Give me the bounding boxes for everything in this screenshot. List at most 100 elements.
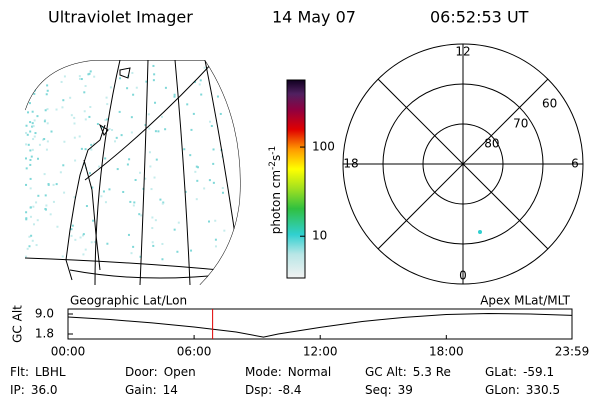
field-value: 5.3 Re <box>413 365 451 379</box>
emission-dot <box>120 134 123 137</box>
map-label: Geographic Lat/Lon <box>70 294 187 308</box>
emission-dot <box>127 233 130 236</box>
emission-dot <box>126 87 129 90</box>
emission-dot <box>140 214 143 217</box>
emission-dot <box>186 103 189 106</box>
emission-dot <box>194 80 197 83</box>
emission-dot <box>83 91 86 94</box>
emission-dot <box>70 114 73 117</box>
map-label: Apex MLat/MLT <box>480 294 570 308</box>
exponent: -2 <box>268 161 278 170</box>
emission-dot <box>198 83 201 86</box>
emission-dot <box>55 108 58 111</box>
emission-dot <box>33 119 36 122</box>
emission-dot <box>29 121 32 124</box>
emission-dot <box>46 108 49 111</box>
emission-dot <box>104 119 107 122</box>
emission-dot <box>118 110 121 113</box>
emission-dot <box>219 112 222 115</box>
colorbar-ticks: 10 100 <box>300 140 335 243</box>
emission-dot <box>209 60 212 63</box>
emission-dot <box>73 116 76 119</box>
emission-dot <box>152 244 155 247</box>
emission-dot <box>190 128 193 131</box>
emission-dot <box>51 60 54 63</box>
emission-dot <box>46 84 49 87</box>
emission-dot <box>33 92 36 95</box>
emission-dot <box>144 123 147 126</box>
emission-dot <box>91 186 94 189</box>
emission-dot <box>105 96 108 99</box>
status-field: GC Alt: 5.3 Re <box>365 365 451 379</box>
lat-ring <box>382 83 544 245</box>
emission-dot <box>84 85 87 88</box>
field-label: Seq: <box>365 383 392 397</box>
emission-dot <box>29 206 32 209</box>
emission-dot <box>31 148 34 151</box>
parallel <box>25 257 241 273</box>
emission-dot <box>25 255 28 258</box>
emission-dot <box>196 179 199 182</box>
emission-dot <box>26 247 29 250</box>
emission-dot <box>35 201 38 204</box>
emission-dot <box>131 71 134 74</box>
emission-dot <box>37 74 40 77</box>
emission-dot <box>478 230 482 234</box>
emission-dot <box>33 135 36 138</box>
emission-dot <box>88 172 91 175</box>
altitude-line <box>67 312 573 338</box>
exponent: -1 <box>268 146 278 155</box>
emission-dot <box>212 162 215 165</box>
emission-dot <box>173 95 176 98</box>
emission-dot <box>92 219 95 222</box>
emission-dot <box>184 190 187 193</box>
emission-dot <box>173 228 176 231</box>
emission-dot <box>26 133 29 136</box>
emission-dot <box>62 99 65 102</box>
status-field: IP: 36.0 <box>10 383 58 397</box>
emission-dot <box>63 75 66 78</box>
emission-dot <box>29 187 32 190</box>
emission-dot <box>153 176 156 179</box>
emission-dot <box>207 220 210 223</box>
colorbar-tick-label: 100 <box>312 140 335 154</box>
emission-dot <box>56 225 59 228</box>
emission-dot <box>214 238 217 241</box>
emission-dot <box>147 113 150 116</box>
emission-dot <box>97 165 100 168</box>
emission-dot <box>28 73 31 76</box>
emission-dot <box>32 83 35 86</box>
emission-dot <box>25 131 28 134</box>
emission-dot <box>155 158 158 161</box>
field-value: -8.4 <box>278 383 301 397</box>
emission-dot <box>29 158 32 161</box>
emission-dot <box>114 140 117 143</box>
status-field: Seq: 39 <box>365 383 413 397</box>
geographic-map <box>25 60 241 285</box>
emission-dot <box>212 148 215 151</box>
emission-dot <box>46 122 49 125</box>
emission-dot <box>192 112 195 115</box>
emission-dot <box>30 234 33 237</box>
emission-dot <box>151 216 154 219</box>
emission-dot <box>216 95 219 98</box>
emission-dot <box>83 110 86 113</box>
emission-dot <box>212 181 215 184</box>
emission-dot <box>151 227 154 230</box>
emission-dot <box>36 60 39 63</box>
meridian <box>174 60 191 285</box>
emission-dot <box>80 78 83 81</box>
emission-dot <box>25 124 28 127</box>
emission-dot <box>96 122 99 125</box>
emission-dot <box>52 183 55 186</box>
emission-dot <box>25 143 28 146</box>
field-label: Flt: <box>10 365 29 379</box>
emission-dot <box>44 207 47 210</box>
emission-dot <box>32 62 35 65</box>
emission-dot <box>221 191 224 194</box>
x-tick-label: 06:00 <box>177 345 212 359</box>
emission-dot <box>31 125 34 128</box>
field-label: IP: <box>10 383 25 397</box>
emission-dot <box>31 110 34 113</box>
emission-dot <box>45 93 48 96</box>
